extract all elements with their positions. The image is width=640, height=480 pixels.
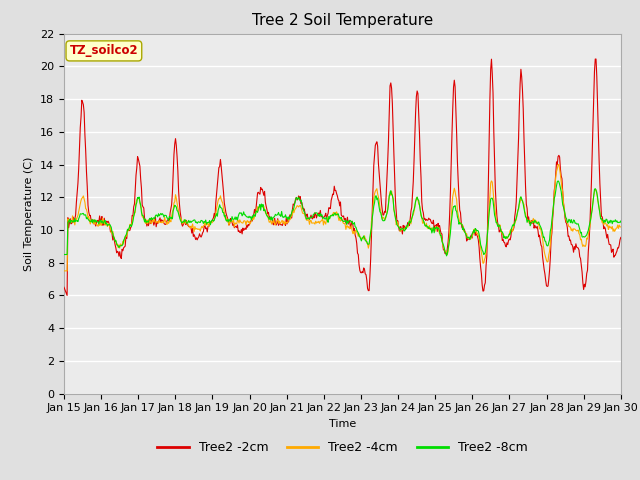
Y-axis label: Soil Temperature (C): Soil Temperature (C) xyxy=(24,156,35,271)
Title: Tree 2 Soil Temperature: Tree 2 Soil Temperature xyxy=(252,13,433,28)
Legend: Tree2 -2cm, Tree2 -4cm, Tree2 -8cm: Tree2 -2cm, Tree2 -4cm, Tree2 -8cm xyxy=(152,436,532,459)
X-axis label: Time: Time xyxy=(329,419,356,429)
Text: TZ_soilco2: TZ_soilco2 xyxy=(70,44,138,58)
